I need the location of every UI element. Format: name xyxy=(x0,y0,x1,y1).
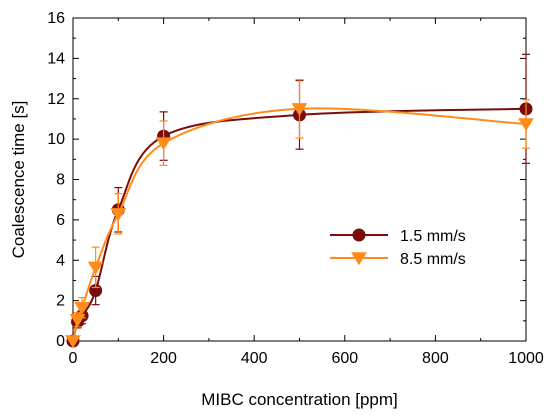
x-tick-label: 800 xyxy=(422,350,449,367)
data-point xyxy=(74,301,90,315)
data-point xyxy=(291,103,308,117)
y-tick-label: 16 xyxy=(47,10,65,27)
y-tick-label: 8 xyxy=(56,172,65,189)
x-tick-label: 200 xyxy=(150,350,177,367)
legend-marker xyxy=(351,252,367,266)
legend-item: 8.5 mm/s xyxy=(330,251,466,268)
legend: 1.5 mm/s 8.5 mm/s xyxy=(330,228,466,268)
data-point xyxy=(69,314,86,328)
x-axis: 0 200 400 600 800 1000 xyxy=(69,18,544,367)
y-tick-label: 0 xyxy=(56,333,65,350)
y-tick-label: 12 xyxy=(47,91,65,108)
x-tick-label: 400 xyxy=(241,350,268,367)
y-tick-label: 14 xyxy=(47,50,65,67)
y-axis: 0 2 4 6 8 10 12 14 16 xyxy=(47,10,526,350)
x-axis-label: MIBC concentration [ppm] xyxy=(201,390,398,409)
y-tick-label: 2 xyxy=(56,293,65,310)
legend-label: 8.5 mm/s xyxy=(400,251,466,268)
y-axis-label: Coalescence time [s] xyxy=(9,101,28,259)
data-point xyxy=(518,118,534,132)
x-tick-label: 0 xyxy=(69,350,78,367)
y-tick-label: 10 xyxy=(47,131,65,148)
data-point xyxy=(155,137,172,151)
legend-item: 1.5 mm/s xyxy=(330,228,466,245)
plot-area xyxy=(72,17,527,342)
x-tick-label: 600 xyxy=(331,350,358,367)
y-tick-label: 6 xyxy=(56,212,65,229)
data-point xyxy=(65,335,81,349)
data-point xyxy=(87,261,104,275)
legend-marker xyxy=(352,228,366,242)
plot-frame xyxy=(72,17,527,342)
y-tick-label: 4 xyxy=(56,252,65,269)
legend-label: 1.5 mm/s xyxy=(400,228,466,245)
series-2 xyxy=(65,78,534,349)
data-point xyxy=(110,208,127,222)
x-tick-label: 1000 xyxy=(508,350,544,367)
series-layer xyxy=(65,53,534,349)
